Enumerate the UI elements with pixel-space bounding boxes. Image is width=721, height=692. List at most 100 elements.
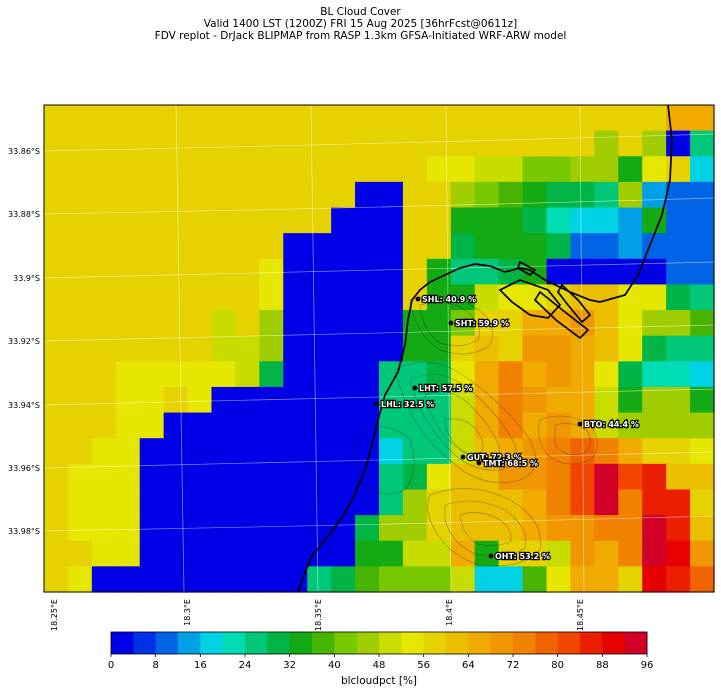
raster-cell <box>642 156 667 183</box>
raster-cell <box>331 515 356 542</box>
raster-cell <box>690 181 715 209</box>
raster-cell <box>139 489 165 516</box>
raster-cell <box>402 386 428 414</box>
colorbar-tick-label: 72 <box>507 660 520 671</box>
raster-cell <box>331 489 356 516</box>
raster-cell <box>690 412 715 439</box>
raster-cell <box>187 310 213 337</box>
raster-cell <box>379 438 404 465</box>
raster-cell <box>642 310 667 337</box>
raster-cell <box>163 310 189 337</box>
raster-cell <box>235 207 260 234</box>
raster-cell <box>379 284 404 311</box>
raster-cell <box>187 540 213 567</box>
raster-cell <box>522 463 548 491</box>
raster-cell <box>44 105 69 132</box>
raster-cell <box>67 207 93 234</box>
raster-cell <box>44 258 69 286</box>
raster-cell <box>67 540 93 567</box>
raster-cell <box>546 335 572 362</box>
raster-cell <box>355 566 380 593</box>
title-line-3: FDV replot - DrJack BLIPMAP from RASP 1.… <box>154 30 567 42</box>
raster-cell <box>163 284 189 311</box>
raster-cell <box>690 105 715 132</box>
raster-cell <box>642 105 667 132</box>
raster-cell <box>91 463 117 491</box>
raster-cell <box>474 412 500 439</box>
raster-cell <box>211 515 237 542</box>
raster-cell <box>355 515 380 542</box>
raster-cell <box>570 105 595 132</box>
raster-cell <box>450 335 476 362</box>
raster-cell <box>139 412 165 439</box>
raster-cell <box>163 566 189 593</box>
raster-cell <box>594 156 619 183</box>
raster-cell <box>187 130 213 157</box>
colorbar-swatch <box>602 632 626 654</box>
raster-cell <box>666 284 691 311</box>
raster-cell <box>235 335 260 362</box>
raster-cell <box>259 540 284 567</box>
raster-cell <box>163 489 189 516</box>
raster-cell <box>331 412 356 439</box>
raster-cell <box>522 438 548 465</box>
raster-cell <box>426 335 452 362</box>
raster-cell <box>402 335 428 362</box>
raster-cell <box>546 156 572 183</box>
lon-tick-label: 18.4°E <box>445 599 454 626</box>
raster-cell <box>163 233 189 260</box>
raster-cell <box>44 386 69 414</box>
raster-cell <box>666 412 691 439</box>
colorbar-tick-label: 8 <box>152 660 158 671</box>
raster-cell <box>474 207 500 234</box>
colorbar-tick-label: 0 <box>108 660 114 671</box>
raster-cell <box>91 181 117 209</box>
raster-cell <box>115 566 141 593</box>
raster-cell <box>115 438 141 465</box>
raster-cell <box>546 361 572 388</box>
raster-cell <box>211 540 237 567</box>
raster-cell <box>618 335 643 362</box>
raster-cell <box>235 540 260 567</box>
raster-cell <box>618 361 643 388</box>
raster-cell <box>91 540 117 567</box>
raster-cell <box>283 361 308 388</box>
colorbar-tick-label: 32 <box>283 660 296 671</box>
raster-cell <box>283 105 308 132</box>
raster-cell <box>331 361 356 388</box>
raster-cell <box>163 258 189 286</box>
raster-cell <box>331 463 356 491</box>
raster-cell <box>91 105 117 132</box>
raster-cell <box>115 233 141 260</box>
colorbar-swatch <box>200 632 224 654</box>
colorbar-tick-label: 64 <box>462 660 475 671</box>
raster-cell <box>331 181 356 209</box>
raster-cell <box>331 207 356 234</box>
colorbar-swatch <box>267 632 291 654</box>
raster-cell <box>666 463 691 491</box>
raster-cell <box>259 463 284 491</box>
raster-cell <box>259 438 284 465</box>
colorbar-swatch <box>222 632 246 654</box>
raster-cell <box>450 233 476 260</box>
raster-cell <box>642 386 667 414</box>
raster-cell <box>283 284 308 311</box>
raster-cell <box>139 438 165 465</box>
raster-cell <box>115 412 141 439</box>
raster-cell <box>187 386 213 414</box>
raster-cell <box>91 207 117 234</box>
raster-cell <box>379 233 404 260</box>
raster-cell <box>163 386 189 414</box>
raster-cell <box>474 566 500 593</box>
raster-cell <box>546 566 572 593</box>
colorbar-swatch <box>490 632 514 654</box>
raster-cell <box>115 207 141 234</box>
raster-cell <box>115 310 141 337</box>
raster-cell <box>187 438 213 465</box>
raster-cell <box>618 412 643 439</box>
raster-cell <box>546 105 572 132</box>
raster-cell <box>355 463 380 491</box>
raster-cell <box>67 438 93 465</box>
raster-cell <box>211 361 237 388</box>
